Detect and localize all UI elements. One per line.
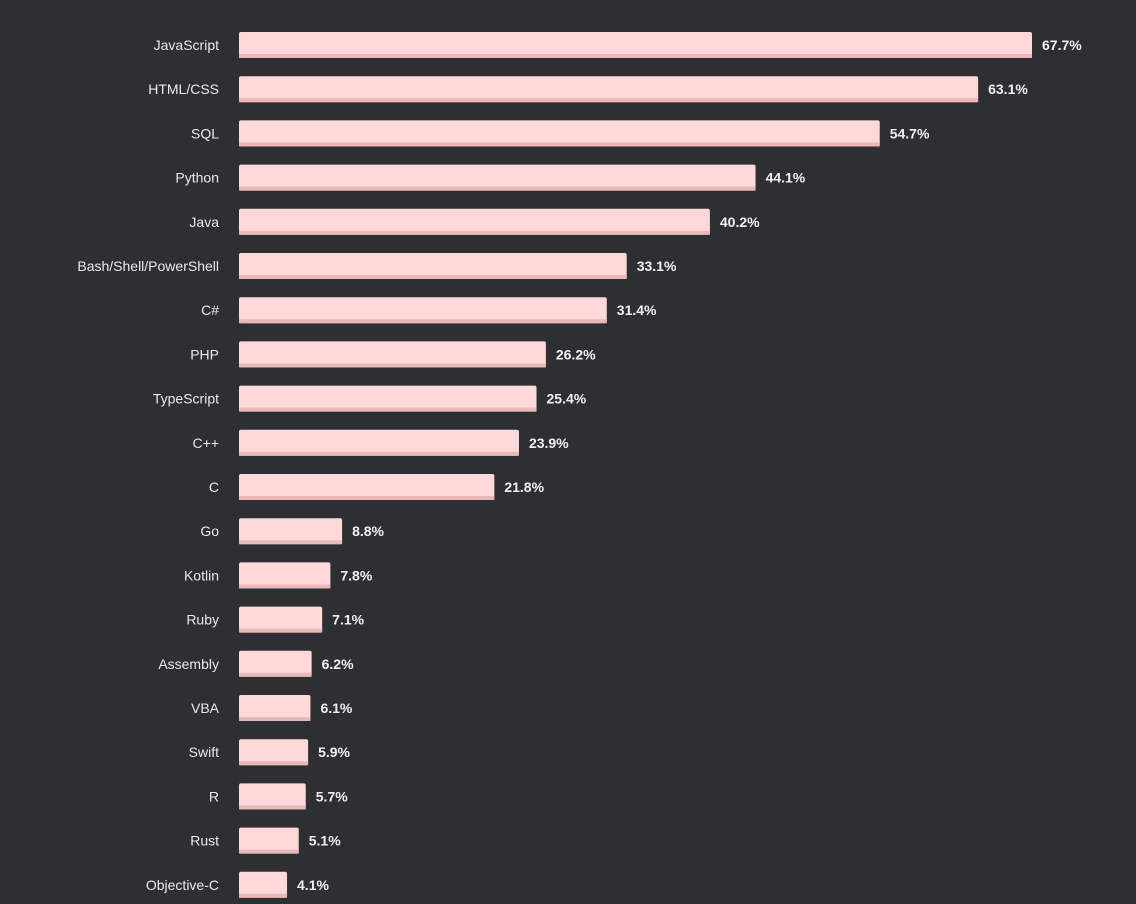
bar-shade-swift bbox=[239, 761, 309, 766]
value-label-python: 44.1% bbox=[766, 170, 806, 186]
bar-shade-javascript bbox=[239, 54, 1032, 58]
bar-shade-php bbox=[239, 363, 546, 368]
category-label-swift: Swift bbox=[189, 744, 219, 760]
bar-shade-c bbox=[239, 451, 519, 456]
value-label-javascript: 67.7% bbox=[1042, 37, 1082, 53]
value-label-go: 8.8% bbox=[352, 523, 384, 539]
bar-shade-rust bbox=[239, 849, 299, 854]
category-label-assembly: Assembly bbox=[158, 656, 219, 672]
bar-ruby bbox=[239, 606, 323, 633]
category-label-r: R bbox=[209, 788, 219, 804]
bar-assembly bbox=[239, 650, 312, 677]
category-label-rust: Rust bbox=[190, 833, 219, 849]
category-label-vba: VBA bbox=[191, 700, 220, 716]
bar-objective-c bbox=[239, 871, 288, 898]
bar-c bbox=[239, 297, 607, 324]
bar-python bbox=[239, 164, 756, 191]
bar-html-css bbox=[239, 76, 979, 103]
category-label-objective-c: Objective-C bbox=[146, 877, 219, 893]
category-label-typescript: TypeScript bbox=[153, 391, 219, 407]
value-label-vba: 6.1% bbox=[320, 700, 352, 716]
value-label-java: 40.2% bbox=[720, 214, 760, 230]
value-label-assembly: 6.2% bbox=[322, 656, 354, 672]
bar-sql bbox=[239, 120, 880, 147]
value-label-typescript: 25.4% bbox=[547, 391, 587, 407]
bar-c bbox=[239, 474, 495, 500]
bar-shade-sql bbox=[239, 142, 880, 147]
value-label-sql: 54.7% bbox=[890, 125, 930, 141]
bar-shade-c bbox=[239, 496, 495, 500]
category-label-php: PHP bbox=[190, 346, 219, 362]
bar-shade-vba bbox=[239, 717, 311, 721]
bar-rust bbox=[239, 827, 299, 854]
value-label-objective-c: 4.1% bbox=[297, 877, 329, 893]
value-label-r: 5.7% bbox=[316, 788, 348, 804]
category-label-c: C bbox=[209, 479, 219, 495]
bar-shade-ruby bbox=[239, 628, 323, 633]
value-label-swift: 5.9% bbox=[318, 744, 350, 760]
category-label-html-css: HTML/CSS bbox=[148, 81, 219, 97]
category-label-sql: SQL bbox=[191, 125, 219, 141]
bar-shade-html-css bbox=[239, 98, 979, 103]
bar-swift bbox=[239, 739, 309, 766]
category-label-go: Go bbox=[200, 523, 219, 539]
bar-c bbox=[239, 429, 519, 456]
bar-shade-python bbox=[239, 186, 756, 191]
bar-typescript bbox=[239, 385, 537, 412]
category-label-bash-shell-powershell: Bash/Shell/PowerShell bbox=[77, 258, 219, 274]
value-label-c: 21.8% bbox=[504, 479, 544, 495]
bar-java bbox=[239, 208, 710, 235]
bar-shade-objective-c bbox=[239, 893, 288, 898]
category-label-c: C# bbox=[201, 302, 219, 318]
category-label-ruby: Ruby bbox=[186, 612, 219, 628]
category-label-c: C++ bbox=[193, 435, 219, 451]
value-label-c: 23.9% bbox=[529, 435, 569, 451]
bar-php bbox=[239, 341, 546, 368]
bar-shade-java bbox=[239, 230, 710, 235]
bar-kotlin bbox=[239, 562, 331, 589]
bar-vba bbox=[239, 695, 311, 721]
value-label-ruby: 7.1% bbox=[332, 612, 364, 628]
category-label-python: Python bbox=[175, 170, 219, 186]
bar-shade-bash-shell-powershell bbox=[239, 275, 627, 279]
category-label-javascript: JavaScript bbox=[154, 37, 219, 53]
bar-shade-typescript bbox=[239, 407, 537, 412]
category-label-java: Java bbox=[189, 214, 219, 230]
bar-bash-shell-powershell bbox=[239, 253, 627, 279]
bar-shade-c bbox=[239, 319, 607, 324]
value-label-bash-shell-powershell: 33.1% bbox=[637, 258, 677, 274]
bar-shade-kotlin bbox=[239, 584, 331, 589]
value-label-php: 26.2% bbox=[556, 346, 596, 362]
bar-r bbox=[239, 783, 306, 810]
bar-shade-r bbox=[239, 805, 306, 810]
bar-shade-go bbox=[239, 540, 343, 545]
value-label-c: 31.4% bbox=[617, 302, 657, 318]
bars-group: JavaScript 67.7% HTML/CSS 63.1% SQL 54.7% Pyth… bbox=[77, 32, 1082, 898]
bar-javascript bbox=[239, 32, 1032, 58]
value-label-rust: 5.1% bbox=[309, 833, 341, 849]
value-label-kotlin: 7.8% bbox=[340, 567, 372, 583]
category-label-kotlin: Kotlin bbox=[184, 567, 219, 583]
value-label-html-css: 63.1% bbox=[988, 81, 1028, 97]
bar-shade-assembly bbox=[239, 672, 312, 677]
bar-go bbox=[239, 518, 343, 545]
